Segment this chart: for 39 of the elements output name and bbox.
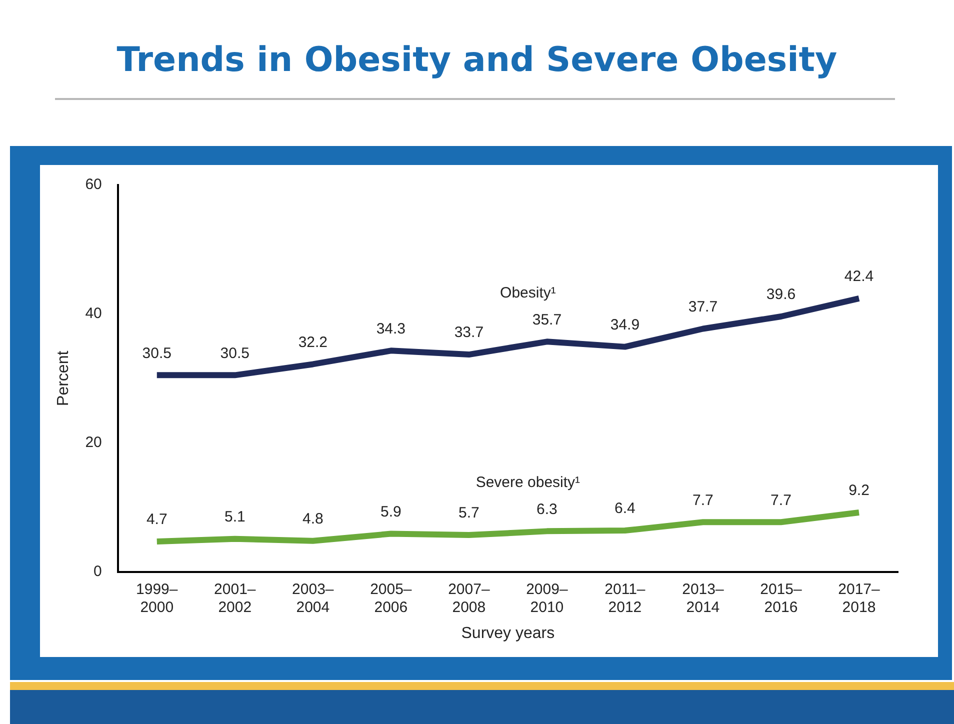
y-tick-label: 0 — [94, 562, 102, 580]
data-label: 32.2 — [298, 334, 328, 351]
data-label: 34.3 — [376, 320, 406, 338]
data-label: 5.7 — [458, 504, 480, 522]
x-tick-label: 2011–2012 — [604, 580, 646, 616]
data-label: 4.8 — [302, 510, 324, 528]
x-tick-label: 1999–2000 — [136, 580, 178, 616]
data-label: 6.4 — [614, 500, 636, 518]
text: Severe obesity¹ — [476, 474, 580, 492]
x-tick-label: 2007–2008 — [448, 580, 490, 616]
y-axis-title: Percent — [55, 350, 72, 406]
data-label: 35.7 — [532, 311, 562, 328]
data-label: 37.7 — [688, 298, 718, 316]
x-tick-label: 2015–2016 — [760, 580, 802, 616]
data-label: 5.9 — [380, 503, 402, 520]
data-label: 7.7 — [692, 492, 714, 509]
data-label: 39.6 — [766, 286, 796, 304]
x-tick-label: 2009–2010 — [526, 580, 568, 616]
x-tick-label: 2017–2018 — [838, 580, 881, 616]
x-tick-label: 2005–2006 — [370, 580, 412, 616]
data-label: 30.5 — [220, 344, 250, 362]
data-label: 5.1 — [224, 508, 246, 526]
data-label: 33.7 — [454, 324, 484, 342]
data-label: 4.7 — [146, 511, 168, 528]
y-tick-label: 60 — [85, 176, 102, 194]
data-label: 6.3 — [536, 500, 558, 518]
x-tick-label: 2003–2004 — [292, 580, 334, 616]
data-label: 42.4 — [844, 268, 874, 286]
x-tick-label: 2013–2014 — [682, 580, 724, 616]
data-label: 9.2 — [848, 482, 870, 500]
y-tick-label: 40 — [85, 305, 102, 322]
chart-title: Trends in Obesity and Severe Obesity — [116, 40, 838, 80]
data-label: 30.5 — [142, 344, 172, 362]
y-tick-label: 20 — [85, 434, 102, 452]
text: Obesity¹ — [500, 284, 556, 302]
data-label: 7.7 — [770, 492, 792, 509]
x-tick-label: 2001–2002 — [214, 580, 256, 616]
data-label: 34.9 — [610, 316, 640, 334]
x-axis-title: Survey years — [461, 624, 555, 642]
